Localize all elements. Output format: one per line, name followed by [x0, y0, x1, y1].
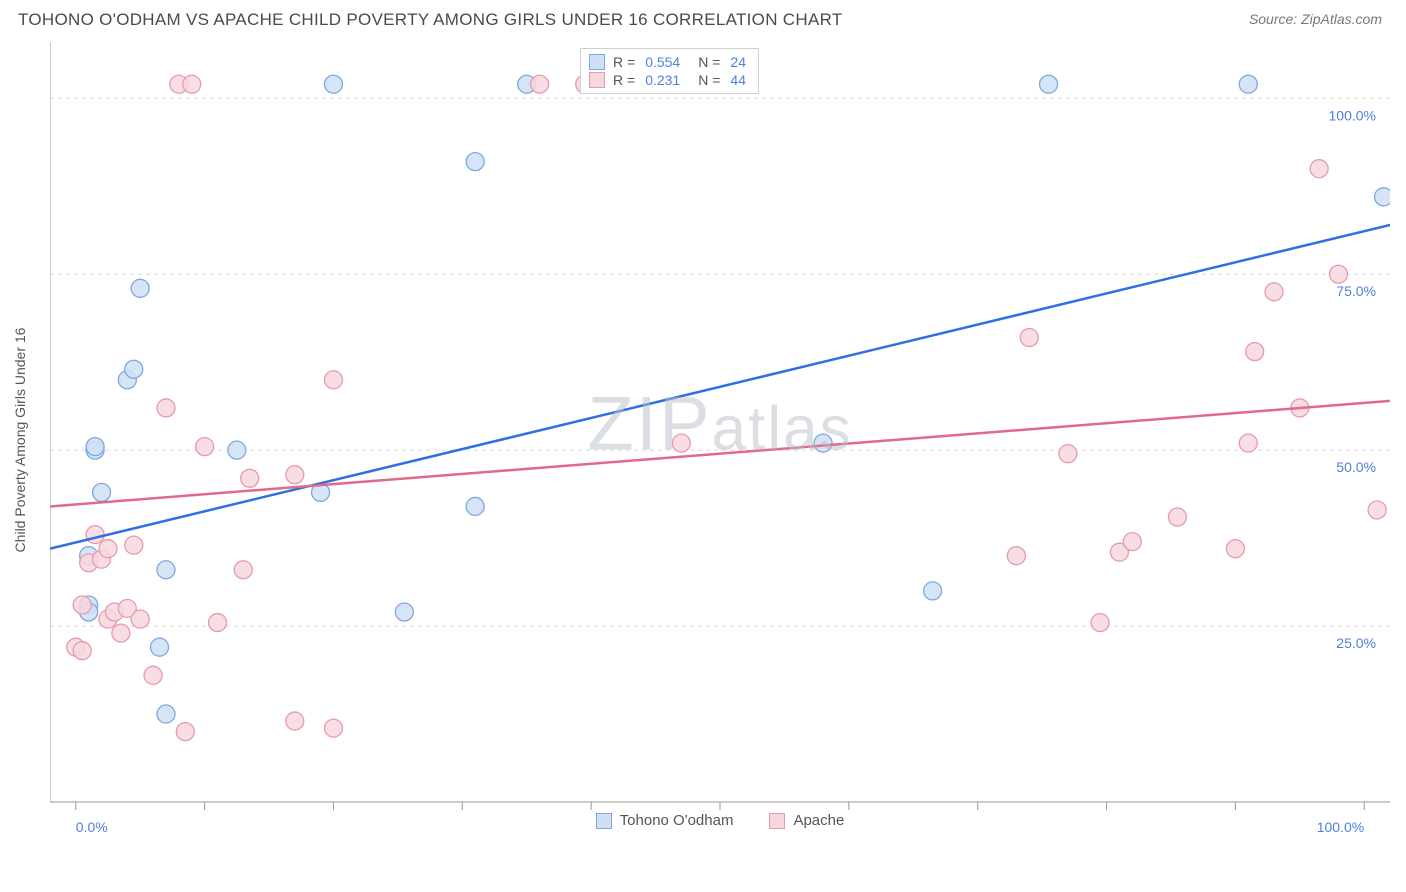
chart-area: Child Poverty Among Girls Under 16 25.0%… [50, 42, 1390, 837]
legend-swatch [769, 813, 785, 829]
source-label: Source: [1249, 11, 1301, 27]
stats-legend-row: R = 0.554 N = 24 [589, 53, 746, 71]
svg-text:100.0%: 100.0% [1329, 107, 1376, 123]
chart-title: TOHONO O'ODHAM VS APACHE CHILD POVERTY A… [18, 10, 843, 30]
series-legend-item: Tohono O'odham [596, 812, 734, 829]
source-name: ZipAtlas.com [1301, 11, 1382, 27]
legend-n-label: N = [698, 54, 720, 70]
series-legend-label: Tohono O'odham [620, 812, 734, 829]
svg-text:50.0%: 50.0% [1336, 459, 1376, 475]
series-legend-item: Apache [769, 812, 844, 829]
stats-legend-row: R = 0.231 N = 44 [589, 71, 746, 89]
legend-n-label: N = [698, 72, 720, 88]
legend-r-label: R = [613, 72, 635, 88]
y-axis-label: Child Poverty Among Girls Under 16 [12, 327, 28, 552]
series-legend-label: Apache [793, 812, 844, 829]
scatter-plot: 25.0%50.0%75.0%100.0%0.0%100.0% [50, 42, 1390, 837]
svg-text:25.0%: 25.0% [1336, 635, 1376, 651]
source-attribution: Source: ZipAtlas.com [1249, 11, 1382, 29]
series-legend: Tohono O'odham Apache [50, 812, 1390, 829]
legend-swatch [596, 813, 612, 829]
legend-swatch [589, 72, 605, 88]
legend-r-value: 0.231 [645, 72, 680, 88]
legend-n-value: 44 [730, 72, 746, 88]
legend-r-value: 0.554 [645, 54, 680, 70]
svg-text:75.0%: 75.0% [1336, 283, 1376, 299]
stats-legend: R = 0.554 N = 24 R = 0.231 N = 44 [580, 48, 759, 94]
legend-n-value: 24 [730, 54, 746, 70]
legend-r-label: R = [613, 54, 635, 70]
legend-swatch [589, 54, 605, 70]
